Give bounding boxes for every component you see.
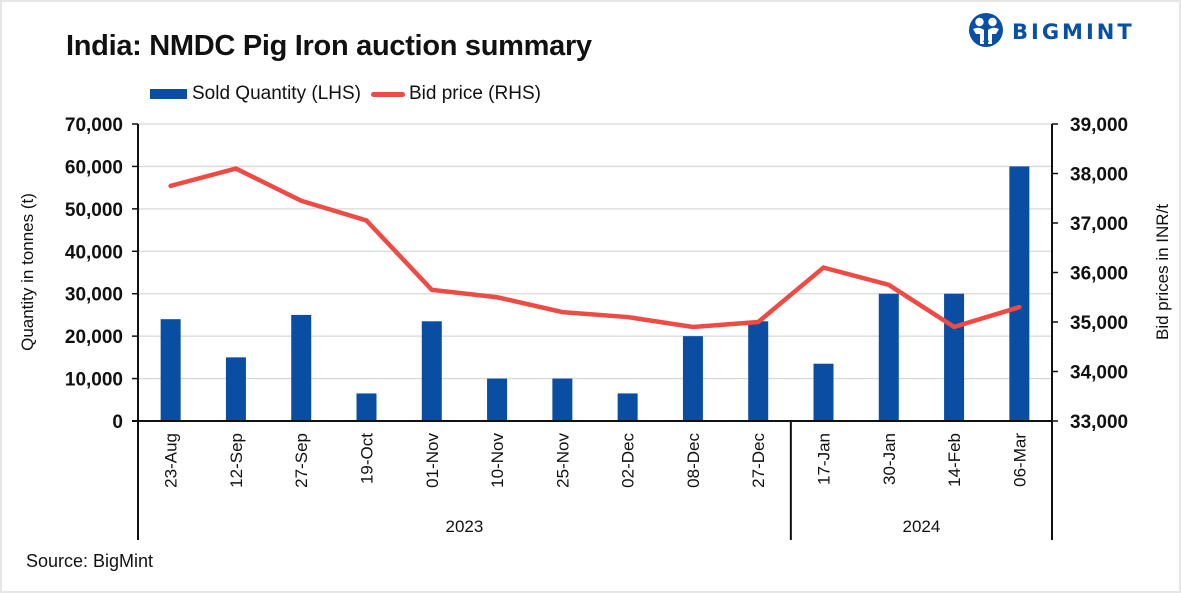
x-tick-label: 01-Nov: [423, 433, 442, 488]
x-tick-label: 02-Dec: [619, 433, 638, 488]
legend-label: Sold Quantity (LHS): [192, 83, 361, 104]
right-axis-title: Bid prices in INR/t: [1153, 204, 1172, 340]
x-tick-label: 06-Mar: [1010, 433, 1029, 487]
x-tick-label: 19-Oct: [358, 433, 377, 484]
right-tick-label: 36,000: [1070, 264, 1128, 285]
x-tick-label: 10-Nov: [488, 433, 507, 488]
bar-01-Nov: [421, 321, 442, 421]
left-axis-ticks: 0 10,000 20,000 30,000 40,000 50,000 60,000 70,…: [65, 115, 138, 433]
bar-17-Jan: [813, 363, 834, 421]
left-tick-label: 20,000: [65, 327, 123, 348]
right-tick-label: 35,000: [1070, 313, 1128, 334]
left-tick-label: 50,000: [65, 200, 123, 221]
bigmint-logo: BIGMINT: [968, 12, 1135, 52]
chart-legend: Sold Quantity (LHS) Bid price (RHS): [150, 83, 551, 105]
source-note: Source: BigMint: [26, 551, 154, 571]
bid-price-line: [168, 166, 1022, 330]
left-tick-label: 60,000: [65, 157, 123, 178]
left-tick-label: 30,000: [65, 285, 123, 306]
legend-item-sold-quantity: Sold Quantity (LHS): [150, 83, 361, 105]
bar-14-Feb: [944, 293, 965, 421]
bar-02-Dec: [617, 393, 638, 421]
x-tick-label: 14-Feb: [945, 433, 964, 487]
x-tick-label: 17-Jan: [815, 433, 834, 485]
right-tick-label: 37,000: [1070, 214, 1128, 235]
legend-item-bid-price: Bid price (RHS): [370, 83, 541, 105]
left-tick-label: 70,000: [65, 115, 123, 136]
left-tick-label: 40,000: [65, 242, 123, 263]
bar-08-Dec: [682, 336, 703, 421]
x-tick-label: 27-Dec: [749, 433, 768, 488]
left-tick-label: 0: [112, 412, 123, 433]
x-tick-label: 27-Sep: [292, 433, 311, 488]
bar-27-Dec: [748, 321, 769, 421]
legend-swatch-line: [370, 91, 405, 97]
x-tick-label: 25-Nov: [553, 433, 572, 488]
x-tick-label: 23-Aug: [162, 433, 181, 488]
bar-06-Mar: [1009, 166, 1030, 421]
gridlines: [138, 123, 1052, 380]
right-tick-label: 39,000: [1070, 115, 1128, 136]
bar-23-Aug: [160, 319, 181, 421]
bar-12-Sep: [225, 357, 246, 421]
bar-19-Oct: [356, 393, 377, 421]
year-group-label: 2023: [446, 517, 484, 536]
bar-30-Jan: [878, 293, 899, 421]
line-series: [168, 166, 1022, 330]
x-axis-labels: 23-Aug 12-Sep 27-Sep 19-Oct 01-Nov 10-Nov 25-N…: [162, 433, 1030, 536]
chart-title: India: NMDC Pig Iron auction summary: [66, 30, 592, 62]
x-tick-label: 12-Sep: [227, 433, 246, 488]
bigmint-logo-icon: [968, 12, 1004, 53]
left-tick-label: 10,000: [65, 370, 123, 391]
right-tick-label: 33,000: [1070, 412, 1128, 433]
right-tick-label: 34,000: [1070, 363, 1128, 384]
bar-27-Sep: [291, 314, 312, 421]
legend-swatch-bar: [150, 89, 187, 99]
x-tick-label: 30-Jan: [880, 433, 899, 485]
legend-label: Bid price (RHS): [408, 83, 541, 104]
axes: [132, 124, 1053, 540]
year-group-label: 2024: [903, 517, 941, 536]
bar-series: [160, 166, 1030, 421]
right-axis-ticks: 33,000 34,000 35,000 36,000 37,000 38,000 39,0…: [1052, 115, 1128, 433]
right-tick-label: 38,000: [1070, 165, 1128, 186]
left-axis-title: Quantity in tonnes (t): [18, 193, 37, 351]
bar-10-Nov: [487, 378, 508, 421]
x-tick-label: 08-Dec: [684, 433, 703, 488]
bigmint-logo-text: BIGMINT: [1012, 20, 1135, 44]
bar-25-Nov: [552, 378, 573, 421]
